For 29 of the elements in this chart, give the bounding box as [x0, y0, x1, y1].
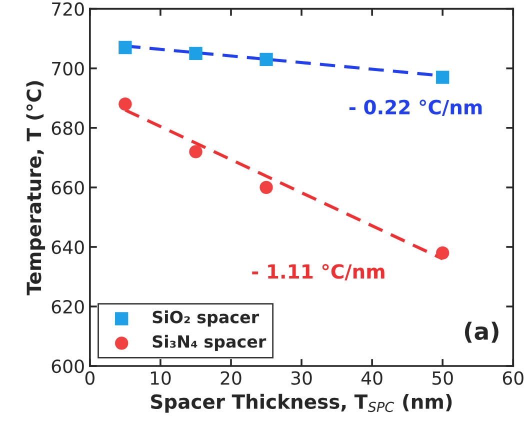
point [118, 40, 132, 54]
point [260, 180, 273, 194]
x-tick-label: 10 [150, 371, 171, 385]
y-tick-label: 660 [52, 180, 84, 195]
x-tick-label: 40 [361, 371, 382, 385]
y-tick-label: 720 [52, 2, 84, 16]
x-tick-label: 0 [85, 371, 94, 385]
annotation: - 1.11 °C/nm [252, 264, 384, 280]
x-axis-title: Spacer Thickness, T$_{SPC}$ (nm) [151, 394, 452, 413]
annotation: - 0.22 °C/nm [349, 100, 482, 116]
point [260, 52, 273, 66]
y-tick-label: 640 [52, 240, 84, 254]
annotation: (a) [464, 322, 498, 343]
point [189, 46, 202, 60]
y-tick-label: 620 [52, 300, 84, 314]
point [436, 70, 450, 84]
legend-label: Si₃N₄ spacer [152, 334, 266, 352]
point [118, 97, 132, 111]
y-tick-label: 680 [52, 121, 84, 136]
y-axis-title: Temperature, T (°C) [26, 81, 46, 296]
x-tick-label: 50 [432, 371, 453, 385]
point [189, 145, 202, 158]
y-tick-label: 700 [52, 62, 84, 76]
x-tick-label: 60 [502, 371, 524, 385]
legend-label: SiO₂ spacer [152, 310, 260, 327]
point [436, 246, 450, 260]
x-tick-label: 20 [220, 371, 242, 385]
y-tick-label: 600 [52, 359, 84, 374]
x-tick-label: 30 [291, 371, 312, 385]
